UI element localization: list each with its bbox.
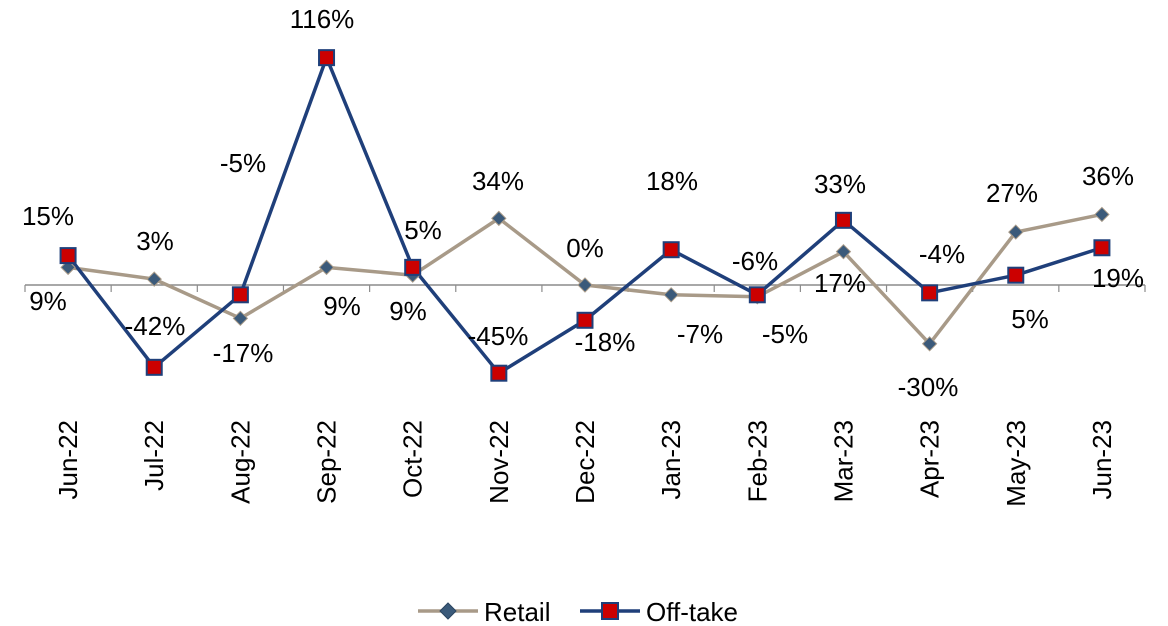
- offtake-data-label: -6%: [732, 246, 778, 276]
- x-tick-label: Dec-22: [570, 420, 600, 504]
- offtake-data-label: -42%: [125, 311, 186, 341]
- offtake-point: [834, 211, 852, 229]
- retail-point: [232, 310, 249, 327]
- retail-data-label: 27%: [986, 178, 1038, 208]
- offtake-data-label: 15%: [22, 201, 74, 231]
- retail-point: [577, 277, 593, 293]
- retail-point: [663, 287, 679, 303]
- retail-point: [318, 259, 335, 276]
- retail-data-label: 34%: [472, 166, 524, 196]
- offtake-point: [318, 49, 336, 67]
- x-tick-label: Jun-22: [53, 420, 83, 500]
- legend: Retail Off-take: [418, 597, 738, 626]
- retail-point: [491, 210, 507, 227]
- series-markers: [59, 49, 1111, 382]
- x-tick-label: Mar-23: [828, 420, 858, 502]
- legend-offtake-square-icon: [601, 602, 619, 620]
- retail-data-label: 36%: [1082, 161, 1134, 191]
- legend-offtake-label: Off-take: [646, 597, 738, 626]
- retail-point: [146, 271, 162, 287]
- retail-data-label: -30%: [898, 372, 959, 402]
- offtake-point: [1093, 239, 1111, 257]
- x-tick-label: Aug-22: [225, 420, 255, 504]
- offtake-data-label: -4%: [919, 239, 965, 269]
- retail-data-label: -5%: [762, 319, 808, 349]
- retail-data-label: -17%: [213, 338, 274, 368]
- retail-data-label: 9%: [29, 286, 67, 316]
- offtake-data-label: 5%: [404, 215, 442, 245]
- offtake-point: [921, 284, 939, 302]
- offtake-point: [1007, 266, 1025, 284]
- retail-point: [1008, 224, 1024, 240]
- legend-retail-label: Retail: [484, 597, 550, 626]
- x-tick-label: Jan-23: [656, 420, 686, 500]
- offtake-point: [145, 358, 163, 376]
- legend-retail-diamond-icon: [439, 602, 457, 620]
- offtake-data-label: -45%: [468, 321, 529, 351]
- offtake-point: [59, 247, 77, 265]
- retail-data-label: 0%: [566, 233, 604, 263]
- offtake-point: [404, 258, 422, 276]
- offtake-point: [576, 311, 594, 329]
- x-tick-label: Jun-23: [1087, 420, 1117, 500]
- retail-data-label: 9%: [389, 296, 427, 326]
- offtake-data-label: -5%: [220, 148, 266, 178]
- x-tick-label: May-23: [1001, 420, 1031, 507]
- offtake-data-label: -18%: [575, 327, 636, 357]
- offtake-data-label: 33%: [814, 169, 866, 199]
- x-tick-labels: Jun-22 Jul-22 Aug-22 Sep-22 Oct-22 Nov-22 Dec-…: [53, 420, 1117, 507]
- offtake-point: [748, 286, 766, 304]
- retail-data-label: -7%: [677, 319, 723, 349]
- offtake-data-label: 18%: [646, 166, 698, 196]
- data-labels: 9%3%-17%9% 9%34%0%-7% -5%17%-30%27%36%15%-…: [22, 4, 1144, 402]
- offtake-point: [231, 286, 249, 304]
- offtake-data-label: 116%: [290, 4, 355, 34]
- retail-data-label: 3%: [136, 226, 174, 256]
- retail-data-label: 9%: [323, 291, 361, 321]
- retail-point: [835, 243, 852, 260]
- x-tick-label: Feb-23: [742, 420, 772, 502]
- legend-item-offtake: Off-take: [580, 597, 738, 626]
- offtake-data-label: 5%: [1011, 304, 1049, 334]
- legend-item-retail: Retail: [418, 597, 550, 626]
- offtake-data-label: 19%: [1092, 263, 1144, 293]
- retail-data-label: 17%: [814, 268, 866, 298]
- x-tick-label: Nov-22: [484, 420, 514, 504]
- offtake-point: [662, 241, 680, 259]
- offtake-point: [490, 364, 508, 382]
- retail-point: [921, 336, 938, 352]
- retail-point: [1094, 206, 1110, 223]
- x-tick-label: Oct-22: [398, 420, 428, 498]
- x-tick-label: Jul-22: [139, 420, 169, 491]
- x-tick-label: Apr-23: [915, 420, 945, 498]
- x-tick-label: Sep-22: [312, 420, 342, 504]
